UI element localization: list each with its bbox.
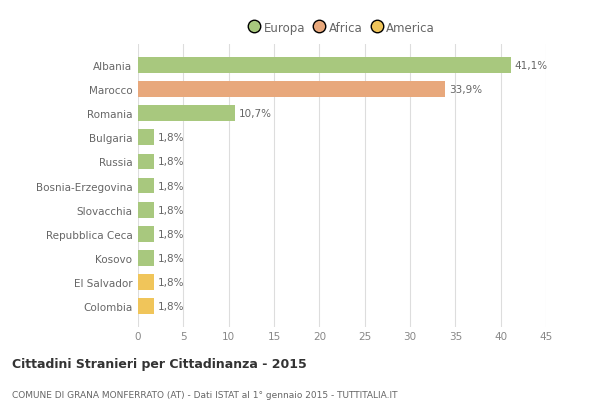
Bar	[138, 227, 154, 242]
Text: 1,8%: 1,8%	[158, 229, 184, 239]
Text: 1,8%: 1,8%	[158, 301, 184, 312]
Text: 1,8%: 1,8%	[158, 205, 184, 215]
Bar	[138, 58, 511, 74]
Text: 41,1%: 41,1%	[514, 61, 547, 71]
Text: 1,8%: 1,8%	[158, 181, 184, 191]
Bar	[138, 106, 235, 121]
Bar	[138, 202, 154, 218]
Bar	[138, 251, 154, 266]
Text: 1,8%: 1,8%	[158, 254, 184, 263]
Text: 1,8%: 1,8%	[158, 157, 184, 167]
Bar	[138, 82, 445, 98]
Text: Cittadini Stranieri per Cittadinanza - 2015: Cittadini Stranieri per Cittadinanza - 2…	[12, 357, 307, 370]
Text: COMUNE DI GRANA MONFERRATO (AT) - Dati ISTAT al 1° gennaio 2015 - TUTTITALIA.IT: COMUNE DI GRANA MONFERRATO (AT) - Dati I…	[12, 390, 398, 399]
Bar	[138, 299, 154, 315]
Text: 1,8%: 1,8%	[158, 133, 184, 143]
Text: 10,7%: 10,7%	[239, 109, 272, 119]
Legend: Europa, Africa, America: Europa, Africa, America	[245, 17, 439, 39]
Bar	[138, 130, 154, 146]
Bar	[138, 274, 154, 290]
Text: 1,8%: 1,8%	[158, 277, 184, 288]
Bar	[138, 154, 154, 170]
Bar	[138, 178, 154, 194]
Text: 33,9%: 33,9%	[449, 85, 482, 95]
